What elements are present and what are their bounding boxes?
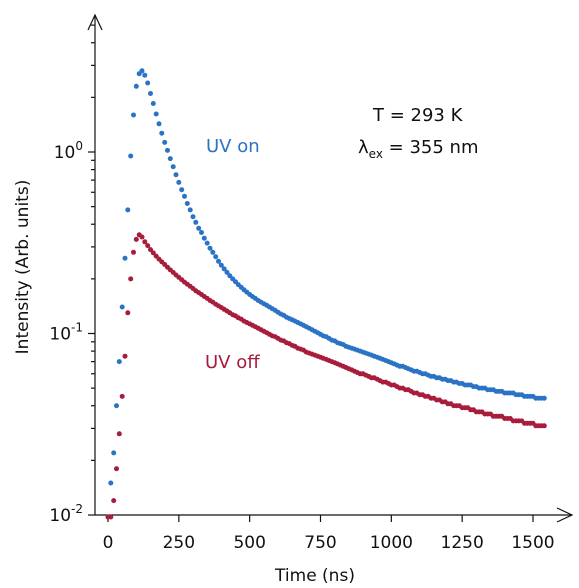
data-point xyxy=(190,214,196,220)
y-tick-label-1: 10-1 xyxy=(49,321,83,345)
series-label-uv-on: UV on xyxy=(206,136,260,157)
data-point xyxy=(148,247,153,253)
x-tick-label-750: 750 xyxy=(304,533,336,553)
y-tick-base: 10 xyxy=(49,325,71,345)
y-tick-exponent: -2 xyxy=(71,502,83,516)
data-point xyxy=(201,235,207,241)
data-point xyxy=(108,514,114,520)
data-point xyxy=(541,423,547,429)
data-point xyxy=(122,255,128,261)
data-point xyxy=(159,130,165,136)
data-point xyxy=(176,179,182,185)
data-point xyxy=(142,239,148,245)
data-point xyxy=(224,269,230,275)
data-point xyxy=(221,266,227,272)
data-point xyxy=(122,353,128,359)
x-tick-label-1500: 1500 xyxy=(511,533,554,553)
data-point xyxy=(153,111,159,117)
y-tick-label-2: 100 xyxy=(54,139,83,163)
data-point xyxy=(148,91,153,96)
data-point xyxy=(133,83,139,89)
y-tick-base: 10 xyxy=(54,143,76,163)
data-point xyxy=(116,359,122,365)
data-point xyxy=(218,262,224,268)
series-label-uv-off: UV off xyxy=(205,352,260,373)
data-point xyxy=(139,234,145,240)
lambda-value: = 355 nm xyxy=(383,137,479,158)
y-tick-label-0: 10-2 xyxy=(49,502,83,526)
data-point xyxy=(541,395,547,401)
x-tick-label-1250: 1250 xyxy=(441,533,484,553)
data-point xyxy=(133,236,139,242)
data-point xyxy=(131,249,136,255)
data-point xyxy=(150,250,156,256)
data-point xyxy=(173,172,179,178)
data-point xyxy=(170,164,176,170)
lambda-subscript: ex xyxy=(369,147,383,161)
data-point xyxy=(165,147,170,153)
x-axis-title: Time (ns) xyxy=(274,566,355,586)
data-point xyxy=(199,230,204,235)
x-ticks: 0 250 500 750 1000 1250 1500 xyxy=(103,515,555,553)
data-point xyxy=(128,153,134,159)
data-point xyxy=(210,249,216,255)
data-point xyxy=(213,254,219,260)
data-point xyxy=(108,480,114,486)
data-point xyxy=(156,121,162,127)
data-point xyxy=(162,139,168,145)
data-point xyxy=(204,240,210,246)
excitation-wavelength-annotation: λex = 355 nm xyxy=(358,137,478,161)
data-point xyxy=(114,466,119,472)
y-axis-arrow xyxy=(87,13,103,31)
data-point xyxy=(139,68,145,74)
x-tick-label-0: 0 xyxy=(103,533,114,553)
data-point xyxy=(187,207,193,213)
lambda-symbol: λ xyxy=(358,137,369,158)
x-tick-label-500: 500 xyxy=(233,533,265,553)
temperature-annotation: T = 293 K xyxy=(372,105,464,126)
data-point xyxy=(167,156,173,162)
data-point xyxy=(125,207,131,213)
data-point xyxy=(182,193,187,199)
data-point xyxy=(116,431,122,437)
data-point xyxy=(128,276,134,282)
y-axis-title: Intensity (Arb. units) xyxy=(13,180,33,355)
data-point xyxy=(216,258,221,264)
data-point xyxy=(111,498,117,504)
data-point xyxy=(179,187,185,193)
y-tick-exponent: -1 xyxy=(71,321,83,335)
data-point xyxy=(119,393,125,399)
x-axis-arrow xyxy=(556,507,574,523)
data-point xyxy=(207,245,213,251)
data-point xyxy=(184,201,190,206)
data-point xyxy=(145,80,151,86)
data-point xyxy=(114,403,119,409)
series-uv-on xyxy=(105,68,547,520)
data-point xyxy=(145,243,151,249)
data-point xyxy=(111,450,117,456)
x-tick-label-1000: 1000 xyxy=(370,533,413,553)
x-tick-label-250: 250 xyxy=(163,533,195,553)
data-point xyxy=(125,310,131,316)
y-tick-exponent: 0 xyxy=(75,139,83,153)
series-layer xyxy=(105,68,547,520)
data-point xyxy=(131,112,136,118)
series-uv-off xyxy=(105,232,547,520)
data-point xyxy=(196,225,202,231)
y-tick-base: 10 xyxy=(49,506,71,526)
data-point xyxy=(193,219,199,225)
data-point xyxy=(150,101,156,106)
data-point xyxy=(119,304,125,310)
data-point xyxy=(142,72,148,78)
